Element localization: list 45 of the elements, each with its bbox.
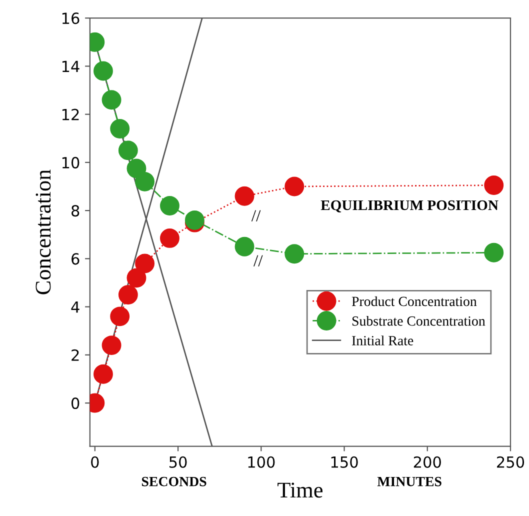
point	[102, 336, 122, 356]
legend-label: Initial Rate	[352, 336, 414, 346]
point	[135, 172, 155, 192]
point	[160, 228, 180, 248]
point	[118, 285, 138, 304]
y-tick-label: 0	[71, 397, 80, 410]
point	[234, 186, 254, 206]
legend-label: Substrate Concentration	[352, 316, 486, 326]
point	[484, 242, 504, 262]
y-tick-label: 10	[62, 156, 80, 168]
point	[484, 176, 504, 196]
point	[160, 196, 180, 216]
point	[126, 268, 146, 288]
y-tick-label: 2	[72, 349, 79, 361]
point	[135, 254, 155, 274]
text: SECONDS	[142, 476, 206, 486]
point	[118, 140, 138, 160]
point	[284, 244, 304, 264]
y-axis-title: Concentration	[36, 170, 51, 294]
x-tick-label: 100	[248, 456, 275, 468]
point	[94, 61, 113, 81]
y-tick-label: 12	[62, 108, 79, 120]
x-tick-label: 200	[414, 456, 441, 468]
text: MINUTES	[377, 476, 442, 486]
y-tick-label: 14	[62, 60, 80, 72]
x-axis-title: Time	[278, 482, 322, 498]
x-tick-label: 0	[91, 456, 99, 468]
annotation: //	[254, 255, 263, 266]
point	[234, 236, 254, 256]
point	[110, 306, 130, 326]
x-tick-label: 50	[169, 456, 187, 468]
point	[94, 364, 113, 384]
x-tick-label: 150	[331, 456, 358, 468]
y-tick-label: 4	[71, 301, 80, 313]
y-tick-label: 8	[72, 205, 80, 217]
legend-label: Product Concentration	[352, 296, 477, 306]
point	[284, 176, 304, 196]
point	[110, 119, 130, 138]
annotation: //	[251, 210, 261, 222]
y-tick-label: 16	[62, 12, 80, 24]
annotation: EQUILIBRIUM POSITION	[320, 200, 498, 212]
point	[126, 158, 146, 178]
x-tick-label: 250	[497, 456, 524, 468]
point	[102, 90, 122, 110]
y-tick-label: 6	[72, 253, 80, 265]
